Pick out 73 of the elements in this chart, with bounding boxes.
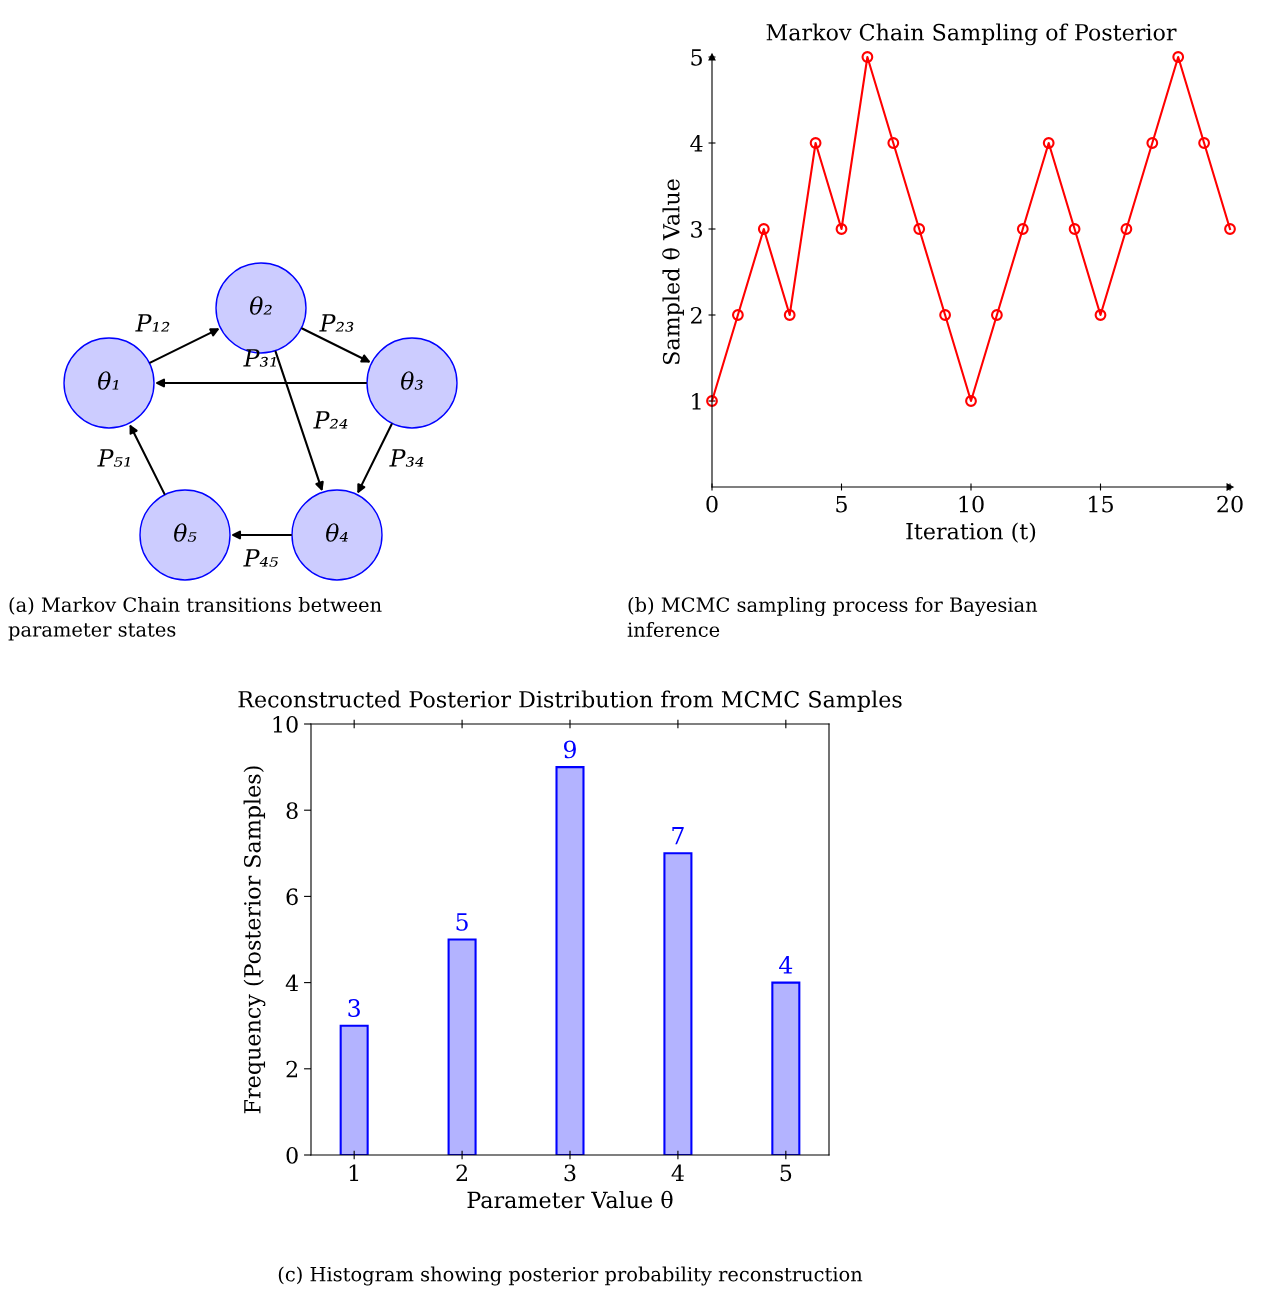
- y-tick-label: 10: [273, 715, 298, 733]
- chart-title: Reconstructed Posterior Distribution from MCMC Samples: [238, 690, 902, 712]
- point: [1016, 223, 1029, 235]
- data-label: 9: [563, 740, 576, 759]
- text: (b) MCMC sampling process for Bayesian inference: [627, 597, 1038, 638]
- x-tick-label: 10: [959, 495, 984, 513]
- x-tick-label: 3: [564, 1164, 576, 1182]
- point: [861, 51, 874, 63]
- data-label: 3: [348, 999, 360, 1017]
- y-tick-label: 8: [286, 802, 298, 819]
- y-tick-label: 2: [286, 1060, 298, 1078]
- point: [1068, 223, 1081, 235]
- point: [887, 137, 900, 149]
- chart-title: Markov Chain Sampling of Posterior: [766, 23, 1177, 46]
- point: [783, 309, 796, 321]
- text: (a) Markov Chain transitions between parameter states: [8, 597, 382, 641]
- point: [809, 137, 822, 149]
- text: P₂₃: [319, 314, 354, 332]
- bar: [555, 766, 585, 1155]
- y-tick-label: 1: [692, 392, 701, 410]
- x-axis-title: Iteration (t): [906, 522, 1036, 543]
- text: P₂₄: [313, 411, 348, 429]
- point: [1224, 223, 1236, 235]
- y-tick-label: 6: [286, 888, 298, 906]
- y-axis-title: Frequency (Posterior Samples): [243, 766, 266, 1114]
- text: θ₂: [250, 296, 272, 315]
- bar: [663, 852, 693, 1155]
- y-axis-title: Sampled θ Value: [662, 179, 684, 364]
- text: P₅₁: [97, 449, 130, 467]
- text: P₃₄: [389, 449, 424, 467]
- y-tick-label: 2: [691, 306, 702, 324]
- y-tick-label: 4: [690, 134, 703, 152]
- bar: [771, 981, 801, 1155]
- text: P₃₁: [243, 349, 276, 367]
- point: [732, 309, 744, 321]
- data-label: 5: [456, 913, 468, 931]
- text: θ₅: [174, 523, 197, 542]
- x-axis-title: Parameter Value θ: [467, 1190, 673, 1209]
- x-tick-label: 20: [1217, 495, 1243, 513]
- x-tick-label: 5: [836, 496, 847, 513]
- y-tick-label: 3: [691, 220, 703, 238]
- point: [1042, 137, 1055, 149]
- x-tick-label: 15: [1089, 495, 1113, 513]
- x-tick-label: 5: [780, 1164, 792, 1182]
- point: [1172, 51, 1185, 63]
- data-label: 4: [779, 956, 793, 974]
- bar: [339, 1024, 369, 1155]
- x-tick-label: 1: [349, 1164, 359, 1181]
- point: [1146, 137, 1159, 149]
- point: [706, 395, 718, 407]
- point: [939, 309, 951, 321]
- text: θ₄: [326, 523, 348, 542]
- point: [1198, 137, 1210, 149]
- data-label: 7: [672, 827, 684, 845]
- y-tick-label: 4: [285, 974, 299, 992]
- point: [965, 395, 977, 407]
- x-tick-label: 2: [456, 1164, 467, 1181]
- text: θ₃: [401, 371, 423, 390]
- point: [757, 223, 770, 235]
- y-tick-label: 5: [691, 49, 702, 66]
- point: [1120, 223, 1133, 235]
- point: [835, 223, 848, 235]
- x-tick-label: 4: [671, 1164, 684, 1181]
- text: P₄₅: [243, 549, 279, 567]
- y-tick-label: 0: [286, 1146, 298, 1164]
- text: (c) Histogram showing posterior probability reconstruction: [278, 1266, 863, 1286]
- text: P₁₂: [135, 314, 170, 332]
- point: [913, 223, 926, 235]
- bar: [447, 938, 477, 1155]
- x-tick-label: 0: [706, 495, 718, 513]
- point: [1094, 309, 1107, 321]
- point: [991, 309, 1003, 321]
- text: θ₁: [98, 371, 119, 390]
